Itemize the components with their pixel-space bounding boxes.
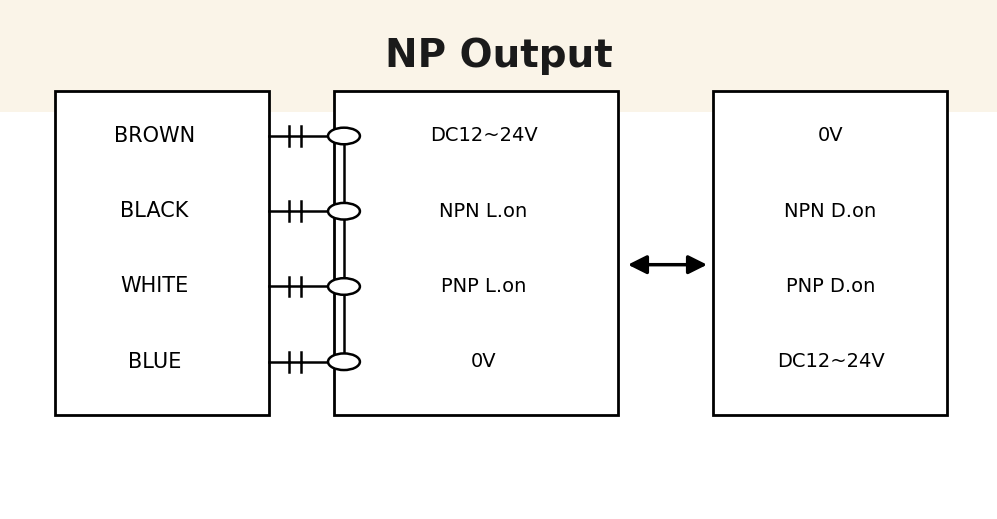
Text: DC12~24V: DC12~24V [777, 352, 884, 371]
Text: DC12~24V: DC12~24V [430, 127, 537, 145]
Text: BLUE: BLUE [128, 352, 181, 372]
Text: WHITE: WHITE [121, 277, 188, 296]
Circle shape [328, 203, 360, 220]
Text: 0V: 0V [818, 127, 843, 145]
Text: NPN L.on: NPN L.on [440, 202, 527, 221]
Circle shape [328, 278, 360, 295]
Text: NPN D.on: NPN D.on [785, 202, 876, 221]
Bar [334, 91, 618, 415]
Bar [55, 91, 269, 415]
Circle shape [328, 353, 360, 370]
Text: BROWN: BROWN [114, 126, 195, 146]
Text: 0V: 0V [471, 352, 497, 371]
Circle shape [328, 128, 360, 144]
Text: NP Output: NP Output [385, 37, 612, 75]
Bar [0, 0, 997, 112]
Bar [713, 91, 947, 415]
Text: BLACK: BLACK [121, 201, 188, 221]
Text: PNP L.on: PNP L.on [441, 277, 526, 296]
Text: PNP D.on: PNP D.on [786, 277, 875, 296]
